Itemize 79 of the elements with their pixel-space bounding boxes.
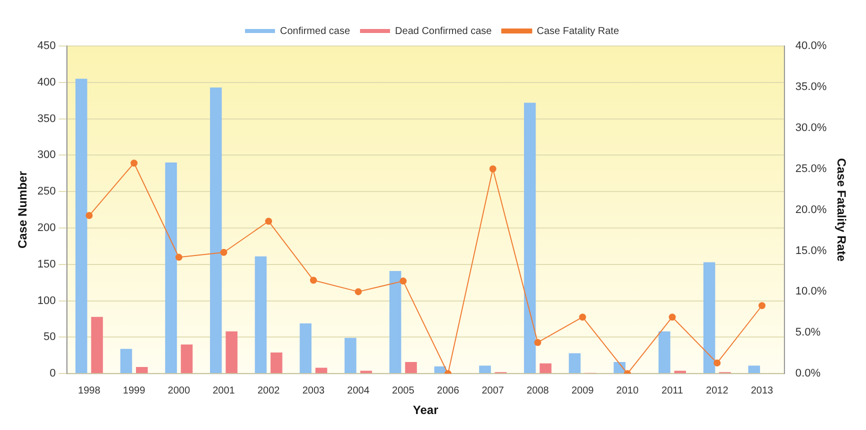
x-tick-label: 2002 xyxy=(257,385,280,396)
y-tick-label: 350 xyxy=(37,112,56,125)
bar xyxy=(540,363,552,374)
point xyxy=(86,212,93,220)
point xyxy=(130,160,138,167)
y-axis-title: Case Number xyxy=(16,170,30,248)
x-tick-label: 2005 xyxy=(392,385,415,396)
y2-tick-label: 25.0% xyxy=(795,162,827,175)
bar xyxy=(300,323,312,374)
bar xyxy=(389,270,402,374)
bar xyxy=(136,367,148,374)
bar xyxy=(226,331,238,374)
bar xyxy=(748,366,760,374)
y2-axis-title: Case Fatality Rate xyxy=(834,158,848,262)
bar xyxy=(658,331,670,374)
bar xyxy=(405,362,417,374)
x-tick-label: 2007 xyxy=(482,385,504,396)
y2-tick-label: 10.0% xyxy=(795,286,827,298)
y-tick-label: 250 xyxy=(37,186,56,198)
x-tick-label: 2012 xyxy=(706,385,729,396)
x-tick-label: 2000 xyxy=(168,385,190,396)
bar xyxy=(75,78,88,374)
x-tick-label: 1998 xyxy=(78,385,101,396)
y2-tick-label: 30.0% xyxy=(795,122,827,134)
point xyxy=(758,302,766,310)
x-tick-label: 2004 xyxy=(347,385,370,396)
y-tick-label: 300 xyxy=(37,149,56,162)
point xyxy=(400,278,407,285)
point xyxy=(489,165,496,172)
y-tick-label: 100 xyxy=(37,294,56,307)
x-tick-label: 2011 xyxy=(662,385,684,396)
x-tick-label: 2010 xyxy=(616,385,639,396)
y2-tick-label: 20.0% xyxy=(795,204,827,216)
y-tick-label: 150 xyxy=(37,258,56,270)
y-tick-label: 0 xyxy=(50,368,56,380)
point xyxy=(534,338,542,346)
point xyxy=(579,314,586,321)
x-tick-label: 2013 xyxy=(750,385,774,396)
bar xyxy=(120,348,132,374)
y-tick-label: 50 xyxy=(44,331,56,344)
bar xyxy=(270,352,282,374)
x-tick-label: 2009 xyxy=(571,385,594,396)
x-tick-label: 2003 xyxy=(302,385,326,396)
bar xyxy=(254,256,267,374)
x-tick-label: 2001 xyxy=(212,385,236,396)
legend-label: Dead Confirmed case xyxy=(395,26,492,37)
bar xyxy=(165,162,177,374)
bar xyxy=(180,344,193,374)
y-tick-label: 450 xyxy=(37,40,56,52)
legend-label: Case Fatality Rate xyxy=(536,26,620,37)
x-tick-label: 1999 xyxy=(122,385,146,396)
bar xyxy=(210,87,222,374)
point xyxy=(668,314,676,321)
y2-tick-label: 5.0% xyxy=(795,326,821,339)
x-tick-label: 2006 xyxy=(436,385,460,396)
y2-tick-label: 0.0% xyxy=(795,368,821,380)
point xyxy=(265,218,272,225)
y-tick-label: 400 xyxy=(37,76,56,88)
x-tick-label: 2008 xyxy=(526,385,550,396)
y2-tick-label: 40.0% xyxy=(795,40,827,52)
point xyxy=(310,276,317,284)
bar xyxy=(344,338,356,374)
bar xyxy=(315,368,328,374)
x-axis-title: Year xyxy=(412,403,439,418)
point xyxy=(175,254,182,261)
y-tick-label: 200 xyxy=(37,222,56,234)
bar xyxy=(479,366,491,374)
point xyxy=(220,248,228,256)
bar xyxy=(703,262,716,374)
point xyxy=(714,359,721,366)
bar xyxy=(674,370,686,374)
legend-label: Confirmed case xyxy=(280,26,350,37)
bar xyxy=(360,370,372,374)
y2-tick-label: 35.0% xyxy=(795,80,827,93)
bar xyxy=(524,102,536,374)
y2-tick-label: 15.0% xyxy=(795,244,827,257)
bar xyxy=(91,316,103,374)
point xyxy=(354,288,362,296)
bar xyxy=(568,353,581,374)
